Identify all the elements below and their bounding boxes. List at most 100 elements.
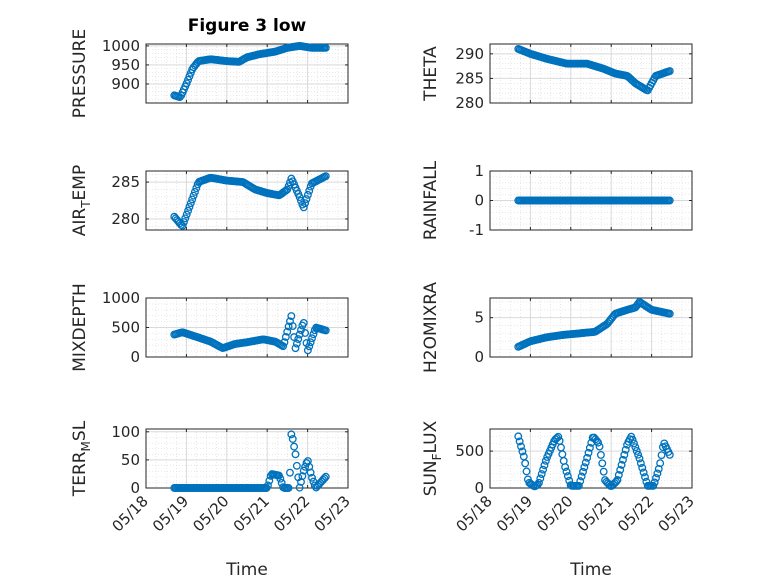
data-point [294, 335, 303, 344]
y-tick-label: 285 [111, 173, 140, 191]
data-point [583, 453, 592, 462]
y-axis-label: AIRTEMP [70, 165, 93, 236]
y-tick-label: 900 [111, 75, 140, 93]
data-point [521, 459, 530, 468]
data-point [612, 477, 621, 486]
data-point [631, 443, 640, 452]
y-tick-label: 0 [474, 479, 484, 497]
data-point [305, 186, 314, 195]
data-point [641, 473, 649, 482]
data-point [585, 443, 594, 452]
data-point [665, 196, 674, 205]
data-point [320, 474, 329, 483]
y-axis-label: THETA [421, 46, 441, 102]
data-point [179, 218, 188, 226]
data-point [292, 461, 301, 470]
data-point [650, 478, 659, 487]
data-point [656, 459, 665, 468]
data-point [638, 463, 647, 472]
data-point [186, 199, 195, 208]
data-point [190, 187, 199, 196]
data-point [580, 463, 589, 472]
data-point [288, 322, 297, 330]
data-point [619, 455, 627, 464]
data-point [613, 476, 622, 484]
y-tick-label: 0 [130, 348, 140, 366]
y-axis-label: TERRMSL [70, 420, 93, 497]
data-point [639, 468, 648, 477]
data-point [321, 472, 330, 481]
y-tick-label: 100 [111, 423, 140, 441]
y-tick-label: 5 [474, 309, 484, 327]
data-point [598, 459, 607, 468]
data-point [287, 312, 296, 320]
data-point [579, 467, 587, 476]
data-point [303, 346, 312, 355]
data-point [303, 190, 312, 199]
data-point [617, 460, 626, 469]
x-axis-label: Time [569, 560, 612, 580]
y-tick-label: 1000 [102, 37, 140, 55]
x-tick-label: 05/21 [230, 492, 273, 535]
data-point [308, 334, 316, 343]
data-point [280, 338, 289, 347]
data-point [561, 463, 570, 472]
data-point [291, 450, 300, 459]
data-point [665, 309, 674, 318]
axes-box [489, 428, 693, 489]
y-tick-label: 0 [474, 192, 484, 210]
y-tick-label: 500 [111, 319, 140, 337]
data-point [189, 191, 198, 200]
x-tick-label: 05/23 [655, 492, 698, 535]
data-point [657, 451, 666, 460]
data-point [288, 435, 297, 443]
data-point [594, 438, 603, 447]
data-point [635, 454, 644, 463]
data-point [265, 476, 274, 485]
y-tick-label: 285 [455, 69, 484, 87]
y-tick-label: 0 [474, 348, 484, 366]
data-point [558, 450, 567, 459]
data-point [321, 172, 330, 181]
data-point [563, 472, 572, 481]
data-point [306, 468, 315, 477]
data-point [628, 435, 637, 444]
data-point [574, 481, 583, 490]
y-tick-label: 500 [455, 442, 484, 460]
x-tick-label: 05/22 [614, 492, 657, 535]
y-tick-label: 280 [455, 94, 484, 112]
data-point [621, 445, 630, 454]
data-point [514, 432, 523, 441]
y-tick-label: 950 [111, 56, 140, 74]
data-point [636, 459, 645, 468]
data-point [185, 72, 194, 81]
axes-box [145, 428, 349, 489]
x-tick-label: 05/22 [270, 492, 313, 535]
x-tick-label: 05/19 [493, 492, 536, 535]
data-point [182, 210, 191, 219]
data-point [554, 432, 563, 441]
data-point [281, 333, 290, 341]
data-point [295, 193, 304, 202]
data-point [309, 330, 318, 339]
y-axis-label: SUNFLUX [421, 420, 444, 496]
data-point [182, 79, 191, 88]
chart-title: Figure 3 low [188, 16, 307, 36]
x-tick-label: 05/18 [109, 492, 152, 535]
data-point [299, 318, 308, 327]
data-point [534, 478, 543, 487]
x-tick-label: 05/20 [533, 492, 576, 535]
data-point [518, 447, 527, 456]
y-axis-label: RAINFALL [421, 160, 441, 240]
data-point [306, 338, 315, 347]
axes-box [145, 170, 349, 231]
y-tick-label: 1000 [102, 289, 140, 307]
data-point [185, 203, 194, 211]
data-point [301, 329, 310, 337]
data-point [301, 199, 310, 208]
data-point [276, 474, 285, 483]
data-point [654, 464, 663, 473]
data-point [192, 184, 201, 193]
y-tick-label: 290 [455, 45, 484, 63]
data-point [533, 480, 542, 489]
